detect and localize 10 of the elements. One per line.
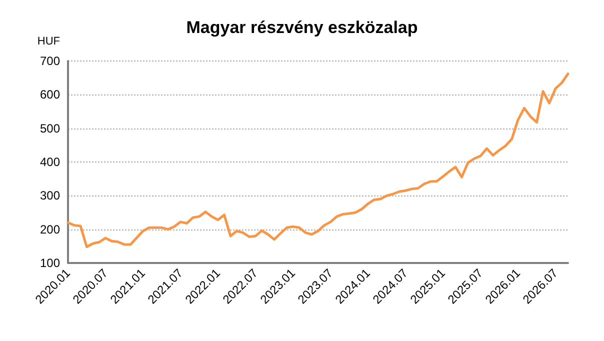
chart-title: Magyar részvény eszközalap	[186, 18, 418, 37]
y-axis-title: HUF	[37, 36, 60, 48]
line-series	[66, 72, 570, 248]
y-tick-label: 600	[40, 88, 60, 102]
y-tick-label: 100	[40, 256, 60, 270]
y-tick-label: 400	[40, 155, 60, 169]
y-tick-label: 500	[40, 121, 60, 136]
y-tick-label: 200	[40, 222, 60, 236]
y-tick-label: 300	[40, 188, 60, 203]
y-tick-label: 700	[40, 54, 60, 68]
